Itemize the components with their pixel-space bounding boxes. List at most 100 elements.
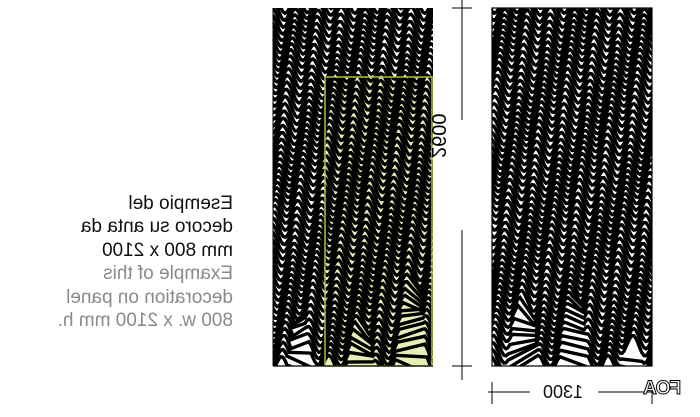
caption-english-line-2: decoration on panel [66,286,233,308]
wave-stripe [273,21,433,49]
wave-stripe [492,8,652,29]
wave-stripe [492,118,652,147]
wave-stripe [492,99,652,127]
caption-italian-line-1: Esempio del [128,193,233,214]
wave-stripe [492,59,652,88]
wave-stripe [492,35,652,61]
wave-stripe [273,112,433,141]
height-dimension-label: 2600 [426,114,449,159]
caption-italian-line-2: decoro su anta da [80,216,233,238]
wave-stripe [273,236,433,263]
wave-stripe [273,274,433,303]
wave-stripe [273,99,433,127]
wave-stripe [273,313,433,342]
wave-stripe [273,87,433,113]
wave-stripe [492,151,652,179]
wave-stripe [492,8,652,37]
wave-stripe [492,307,652,335]
wave-stripe [273,229,433,257]
wave-stripe [492,229,652,257]
wave-stripe [273,157,433,186]
wave-stripe [492,236,652,263]
wave-stripe [492,215,652,244]
height-dimension [452,0,472,380]
wave-stripe [273,73,433,101]
wave-stripe [516,8,590,9]
wave-stripe [273,281,433,309]
wave-stripe [492,125,652,153]
wave-stripe [273,14,433,43]
wave-stripe [273,268,433,297]
width-dimension-label: 1300 [543,382,583,403]
wave-stripe [492,41,652,68]
wave-stripe [273,80,433,107]
caption: Esempio del decoro su anta da mm 800 x 2… [8,192,233,332]
wave-stripe [492,333,652,361]
wave-stripe [273,209,433,238]
caption-english-line-1: Example of this [103,263,233,285]
wave-stripe [492,209,652,238]
wave-stripe [492,80,652,107]
wave-stripe [492,243,652,269]
wave-stripe [492,8,652,23]
wave-stripe [492,301,652,328]
wave-stripe [492,73,652,101]
wave-stripe [492,157,652,186]
right-panel-outline [491,7,653,367]
wave-stripe [492,112,652,140]
wave-stripe [273,203,433,231]
foa-logo: FOA [644,378,682,400]
logo-text: FOA [644,378,682,400]
wave-pattern-left [273,8,433,366]
wave-stripe [492,281,652,309]
wave-stripe [273,255,433,283]
wave-stripe [492,249,652,276]
wave-stripe [492,326,652,355]
width-label-text: 1300 [543,382,584,402]
height-label-text: 2600 [427,113,449,159]
caption-english-line-3: 800 w. x 2100 mm h. [57,310,233,332]
left-panel [272,8,433,367]
wave-stripe [492,87,652,113]
wave-stripe [492,197,652,224]
wave-stripe [492,47,652,75]
wave-stripe [492,8,652,16]
wave-stripe [273,243,433,269]
wave-pattern-right [492,8,652,366]
wave-stripe [492,145,652,172]
wave-stripe [275,8,433,23]
wave-stripe [492,14,652,43]
right-panel [491,7,653,367]
wave-stripe [492,184,652,211]
wave-stripe [273,105,433,133]
wave-stripe [273,8,433,37]
wave-stripe [492,54,652,82]
wave-stripe [273,353,414,366]
wave-stripe [273,295,433,321]
wave-stripe [492,203,652,231]
wave-stripe [492,21,652,49]
wave-stripe [492,177,652,205]
wave-stripe [279,8,431,16]
wave-stripe [273,118,433,147]
wave-stripe [273,164,433,192]
wave-stripe [492,139,652,165]
wave-stripe [273,288,433,315]
wave-stripe [492,170,652,198]
wave-stripe [307,8,381,9]
wave-stripe [492,340,652,366]
wave-stripe [273,28,433,55]
wave-stripe [273,93,433,120]
wave-stripe [273,301,433,328]
wave-stripe [492,353,652,366]
wave-stripe [492,347,652,366]
wave-stripe [273,261,433,290]
wave-stripe [273,59,433,88]
wave-stripe [492,320,652,348]
wave-stripe [273,307,433,335]
wave-stripe [492,105,652,134]
wave-stripe [492,222,652,251]
wave-stripe [273,222,433,251]
